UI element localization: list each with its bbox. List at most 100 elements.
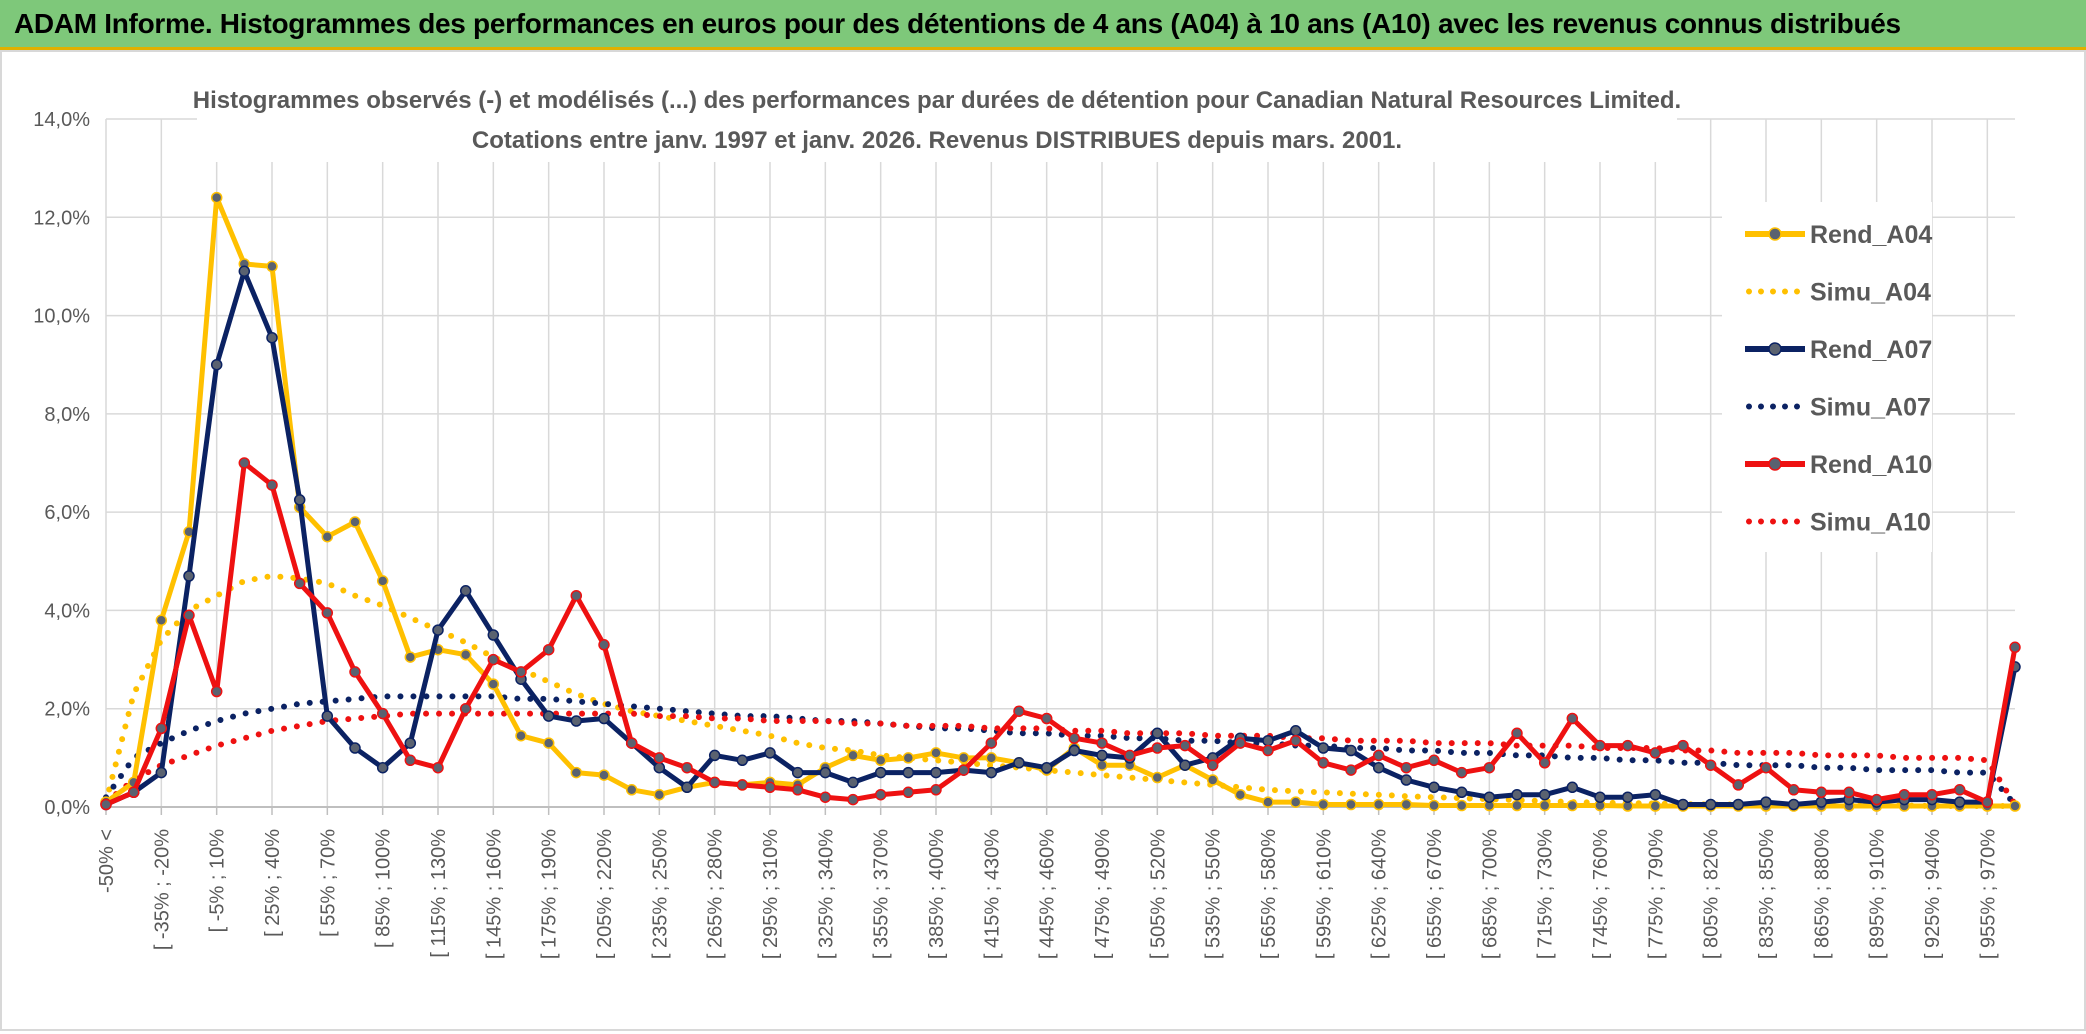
data-point [1262, 796, 1274, 808]
x-tick-label: [ 85% ; 100% [373, 829, 395, 948]
data-point [625, 737, 638, 749]
data-point [874, 754, 887, 767]
data-point [1594, 739, 1606, 752]
data-point [1013, 705, 1025, 717]
data-point [1428, 781, 1440, 794]
data-point [459, 702, 472, 715]
x-tick-label: [ 655% ; 670% [1424, 829, 1446, 959]
series-line [104, 268, 2018, 807]
data-point [570, 715, 583, 727]
x-tick-label: [ 835% ; 850% [1756, 829, 1778, 959]
x-tick-label: [ 415% ; 430% [981, 829, 1003, 959]
series-Rend_A10 [100, 457, 2021, 811]
data-point [570, 766, 583, 779]
data-point [847, 793, 859, 806]
legend-background [1722, 202, 1932, 552]
y-tick-label: 10,0% [33, 306, 90, 328]
data-point [1317, 742, 1330, 754]
data-point [1815, 786, 1828, 799]
data-point [819, 766, 832, 779]
data-point [1068, 744, 1081, 757]
data-point [542, 710, 555, 722]
data-point [1566, 781, 1579, 794]
data-point [1013, 757, 1025, 769]
data-point [764, 747, 776, 759]
data-point [459, 585, 472, 597]
data-point [1372, 761, 1385, 774]
y-tick-label: 14,0% [33, 109, 90, 131]
data-point [1483, 791, 1496, 803]
legend-marker [1768, 227, 1782, 241]
data-point [210, 358, 223, 371]
data-point [127, 786, 140, 799]
data-point [1677, 798, 1689, 811]
data-point [930, 766, 942, 779]
x-tick-label: [ 385% ; 400% [926, 829, 948, 959]
data-point [1096, 759, 1108, 771]
data-point [653, 761, 666, 774]
data-point [1787, 784, 1800, 796]
data-point [515, 729, 527, 742]
data-point [266, 479, 278, 491]
data-point [1317, 798, 1330, 811]
data-point [708, 776, 721, 789]
data-point [985, 752, 998, 764]
data-point [1926, 788, 1938, 801]
data-point [376, 575, 389, 587]
x-tick-label: [ 25% ; 40% [262, 829, 284, 937]
series-line [103, 693, 2018, 808]
data-point [1649, 747, 1662, 759]
data-point [1649, 788, 1662, 801]
data-point [432, 761, 444, 774]
data-point [266, 260, 278, 273]
data-point [487, 653, 500, 666]
data-point [1096, 737, 1108, 749]
data-point [930, 747, 942, 759]
x-tick-label: [ 175% ; 190% [539, 829, 561, 959]
x-tick-label: [ 685% ; 700% [1479, 829, 1501, 959]
series-Simu_A07 [103, 693, 2018, 808]
data-point [1981, 796, 1994, 808]
x-tick-label: [ 235% ; 250% [649, 829, 671, 959]
chart-frame: 0,0% 2,0% 4,0% 6,0% 8,0% 10,0% 12,0% 14,0% -50% … [0, 50, 2086, 1031]
y-tick-label: 8,0% [44, 404, 90, 426]
data-point [1289, 796, 1302, 808]
x-tick-label: [ 325% ; 340% [815, 829, 837, 959]
data-point [404, 651, 417, 663]
x-tick-label: [ 205% ; 220% [594, 829, 616, 959]
data-point [1511, 788, 1523, 801]
data-point [957, 752, 970, 764]
chart-title-block: Histogrammes observés (-) et modélisés (… [193, 74, 1681, 162]
legend-item-Simu_A07: Simu_A07 [1746, 394, 1931, 422]
data-point [376, 761, 389, 774]
legend-label: Rend_A07 [1810, 336, 1932, 364]
data-point [321, 607, 334, 619]
data-point [598, 712, 610, 725]
y-tick-label: 0,0% [44, 797, 90, 819]
y-tick-label: 2,0% [44, 699, 90, 721]
data-point [1455, 799, 1468, 812]
data-point [1455, 766, 1468, 779]
data-point [1953, 796, 1966, 808]
data-point [598, 639, 610, 651]
data-point [708, 749, 721, 762]
data-point [1372, 798, 1385, 811]
data-point [598, 769, 610, 781]
data-point [1621, 739, 1634, 752]
axis-layer: 0,0% 2,0% 4,0% 6,0% 8,0% 10,0% 12,0% 14,0% -50% … [33, 109, 2015, 959]
data-point [2009, 641, 2021, 654]
data-point [1621, 791, 1634, 803]
data-point [791, 766, 804, 779]
data-point [1234, 737, 1247, 749]
data-point [1538, 788, 1551, 801]
data-point [1151, 742, 1164, 754]
grid-layer [105, 118, 2015, 808]
data-point [1040, 712, 1053, 725]
data-point [902, 752, 915, 764]
y-tick-label: 6,0% [44, 502, 90, 524]
data-point [1345, 744, 1357, 757]
data-point [1732, 798, 1745, 811]
x-tick-label: [ 865% ; 880% [1811, 829, 1833, 959]
x-tick-label: [ 745% ; 760% [1590, 829, 1612, 959]
data-point [1538, 799, 1551, 812]
